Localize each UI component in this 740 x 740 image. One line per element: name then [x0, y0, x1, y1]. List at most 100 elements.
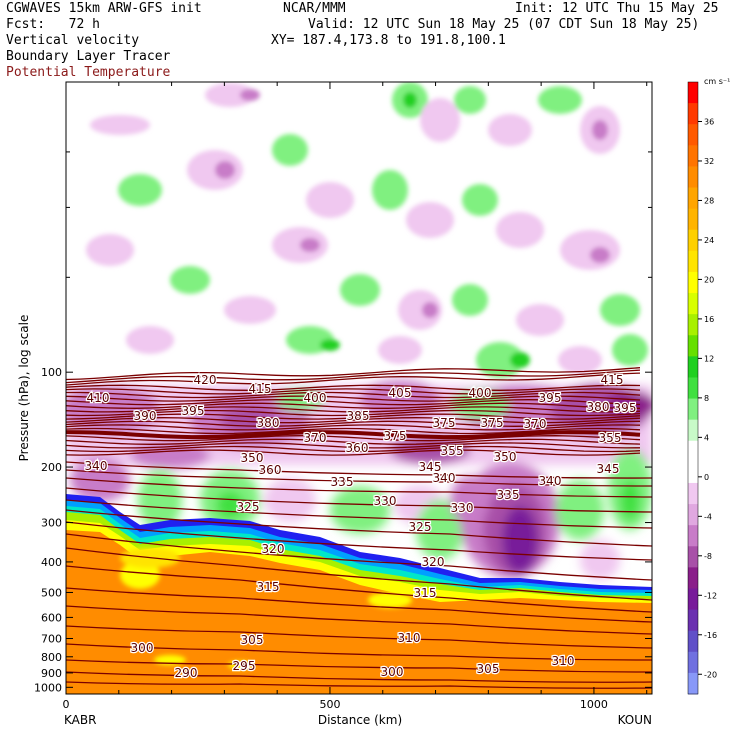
theta-contour — [66, 430, 641, 440]
upper-wave-field — [86, 82, 648, 378]
theta-contour — [66, 461, 652, 479]
theta-label: 400 — [304, 391, 327, 405]
theta-label: 415 — [249, 382, 272, 396]
colorbar-swatch — [688, 546, 698, 568]
x-tick-label: 500 — [319, 698, 340, 711]
theta-contour — [66, 395, 641, 402]
colorbar-swatch — [688, 250, 698, 273]
header-line1-center: NCAR/MMM — [283, 1, 346, 16]
theta-label: 300 — [131, 641, 154, 655]
colorbar-swatch — [688, 145, 698, 167]
theta-label: 340 — [539, 474, 562, 488]
x-endpoint-right: KOUN — [618, 713, 652, 727]
colorbar: 36 32 28 24 20 16 12 8 4 0 -4 -8 -12 -16 -20 — [687, 81, 717, 695]
theta-contour — [66, 605, 652, 635]
theta-label: 335 — [497, 488, 520, 502]
potential-temperature-labels: 420 415 410 400 405 400 395 415 390 395 380 385 375 3… — [83, 372, 637, 682]
header-line4-left: Boundary Layer Tracer — [6, 49, 171, 64]
theta-label: 375 — [433, 416, 456, 430]
theta-contour — [66, 406, 641, 413]
theta-contour — [66, 413, 641, 420]
theta-contour — [66, 477, 652, 498]
theta-contour — [66, 417, 641, 424]
y-axis-label: Pressure (hPa), log scale — [17, 315, 31, 462]
colorbar-swatch — [688, 166, 698, 189]
theta-label: 295 — [233, 659, 256, 673]
colorbar-label: -8 — [704, 552, 712, 561]
theta-contour — [66, 420, 641, 427]
theta-label: 350 — [241, 451, 264, 465]
theta-contour — [66, 469, 652, 487]
colorbar-swatch — [688, 124, 698, 146]
theta-label: 305 — [241, 633, 264, 647]
colorbar-swatch — [688, 293, 698, 315]
colorbar-label: 12 — [704, 354, 714, 363]
x-axis-label: Distance (km) — [318, 713, 402, 727]
colorbar-swatch — [688, 504, 698, 526]
colorbar-label: 4 — [704, 433, 709, 442]
colorbar-swatch — [688, 229, 698, 252]
theta-label: 310 — [398, 631, 421, 645]
colorbar-swatch — [688, 103, 698, 125]
theta-label: 325 — [237, 500, 260, 514]
boundary-layer-tracer — [66, 494, 652, 694]
colorbar-swatch — [688, 588, 698, 611]
y-tick-label: 400 — [41, 556, 62, 569]
theta-label: 370 — [524, 417, 547, 431]
theta-label: 350 — [494, 450, 517, 464]
theta-contour — [66, 391, 641, 399]
theta-contour — [66, 445, 641, 453]
colorbar-frame — [687, 81, 699, 695]
theta-label: 325 — [409, 520, 432, 534]
y-tick-label: 900 — [41, 667, 62, 680]
theta-label: 395 — [539, 391, 562, 405]
theta-contour — [66, 521, 652, 561]
y-tick-label: 600 — [41, 611, 62, 624]
potential-temperature-contours — [66, 367, 652, 689]
theta-label: 290 — [175, 666, 198, 680]
theta-contour — [66, 643, 652, 661]
header-line1-left: CGWAVES 15km ARW-GFS init — [6, 1, 202, 16]
theta-label: 320 — [422, 555, 445, 569]
theta-label: 345 — [597, 462, 620, 476]
theta-label: 355 — [599, 431, 622, 445]
colorbar-swatch — [688, 461, 698, 484]
theta-contour — [66, 409, 641, 417]
theta-contour — [66, 499, 652, 529]
theta-contour — [66, 427, 641, 435]
theta-contour — [66, 509, 652, 547]
theta-label: 395 — [182, 404, 205, 418]
colorbar-label: 24 — [704, 236, 714, 245]
theta-label: 390 — [134, 409, 157, 423]
theta-contour — [66, 547, 652, 601]
theta-label: 340 — [85, 459, 108, 473]
colorbar-swatch — [688, 271, 698, 294]
theta-contour — [66, 369, 641, 384]
theta-contour — [66, 367, 641, 381]
plot-field: 420 415 410 400 405 400 395 415 390 395 380 385 375 3… — [66, 82, 652, 694]
colorbar-swatch — [688, 377, 698, 400]
colorbar-label: -12 — [704, 591, 717, 600]
y-tick-label: 100 — [41, 366, 62, 379]
colorbar-swatch — [688, 398, 698, 421]
theta-contour — [66, 402, 640, 409]
theta-label: 420 — [194, 373, 217, 387]
theta-label: 385 — [347, 409, 370, 423]
theta-contour — [66, 384, 641, 391]
theta-label: 375 — [481, 416, 504, 430]
theta-label: 320 — [262, 542, 285, 556]
theta-contour — [66, 659, 652, 673]
colorbar-swatch — [688, 314, 698, 336]
theta-label: 310 — [552, 654, 575, 668]
colorbar-unit: cm s⁻¹ — [704, 77, 730, 86]
colorbar-label: 28 — [704, 196, 714, 205]
colorbar-swatch — [688, 651, 698, 674]
colorbar-swatch — [688, 335, 698, 357]
theta-label: 405 — [389, 386, 412, 400]
x-endpoint-left: KABR — [64, 713, 96, 727]
header-line1-right: Init: 12 UTC Thu 15 May 25 — [515, 1, 719, 16]
colorbar-label: 20 — [704, 275, 714, 284]
theta-label: 415 — [601, 373, 624, 387]
theta-contour — [66, 388, 641, 395]
